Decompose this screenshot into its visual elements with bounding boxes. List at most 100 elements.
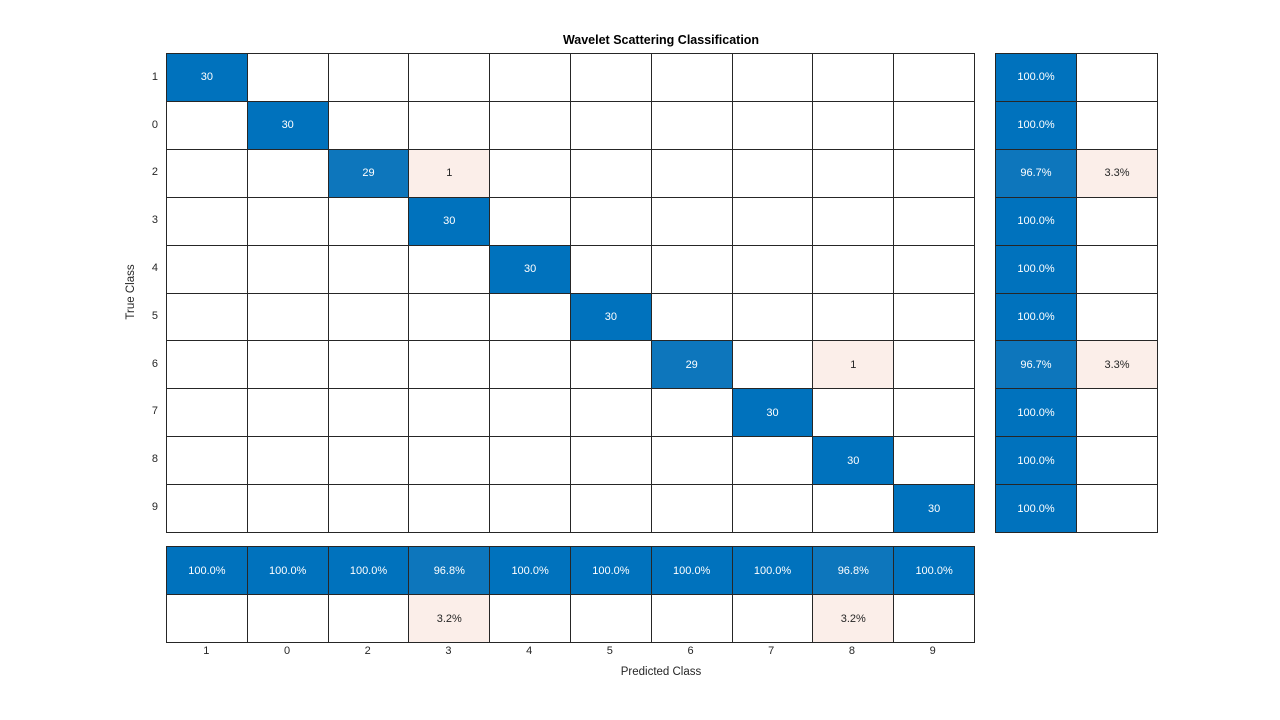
column-summary-cell: 100.0% xyxy=(490,547,570,594)
matrix-cell xyxy=(490,437,570,485)
matrix-cell xyxy=(732,101,813,149)
matrix-cell xyxy=(651,485,732,532)
matrix-cell xyxy=(571,389,651,437)
matrix-cell xyxy=(732,54,813,101)
matrix-cell xyxy=(247,149,328,197)
matrix-cell xyxy=(247,293,328,341)
matrix-cell xyxy=(490,54,570,101)
column-summary-cell xyxy=(328,595,409,642)
matrix-cell xyxy=(409,101,490,149)
y-tick-label: 2 xyxy=(151,166,158,179)
matrix-cell xyxy=(328,437,409,485)
column-summary-cell: 100.0% xyxy=(328,547,409,594)
matrix-cell xyxy=(894,149,974,197)
matrix-cell xyxy=(167,149,247,197)
y-tick-label: 5 xyxy=(151,309,158,322)
matrix-cell: 1 xyxy=(813,341,894,389)
row-summary-cell xyxy=(1077,293,1157,341)
matrix-cell xyxy=(813,149,894,197)
column-summary-cell xyxy=(651,595,732,642)
matrix-cell xyxy=(490,197,570,245)
matrix-cell xyxy=(247,197,328,245)
y-tick-labels: 1 0 2 3 4 5 6 7 8 9 xyxy=(100,53,158,531)
x-tick-label: 4 xyxy=(526,645,533,657)
matrix-cell xyxy=(328,245,409,293)
matrix-cell: 29 xyxy=(328,149,409,197)
matrix-cell xyxy=(167,245,247,293)
matrix-cell xyxy=(651,389,732,437)
row-normalized-summary: 100.0% 100.0% 96.7% 3.3% 100.0% 100.0% 100.0% 9… xyxy=(995,53,1158,533)
matrix-cell xyxy=(894,101,974,149)
matrix-cell xyxy=(571,197,651,245)
row-summary-cell: 100.0% xyxy=(996,389,1076,437)
matrix-cell xyxy=(247,54,328,101)
matrix-cell xyxy=(328,293,409,341)
matrix-cell xyxy=(328,101,409,149)
x-tick-label: 6 xyxy=(687,645,694,657)
column-summary-cell xyxy=(490,595,570,642)
row-summary-cell: 100.0% xyxy=(996,485,1076,532)
matrix-cell xyxy=(651,149,732,197)
matrix-cell: 30 xyxy=(167,54,247,101)
matrix-cell xyxy=(813,293,894,341)
matrix-cell xyxy=(732,437,813,485)
matrix-cell xyxy=(894,389,974,437)
matrix-cell xyxy=(651,437,732,485)
chart-title: Wavelet Scattering Classification xyxy=(562,33,760,47)
matrix-cell xyxy=(894,245,974,293)
x-axis-label: Predicted Class xyxy=(620,666,702,678)
matrix-cell xyxy=(328,341,409,389)
matrix-cell xyxy=(894,293,974,341)
matrix-cell xyxy=(247,389,328,437)
matrix-cell xyxy=(813,54,894,101)
matrix-cell: 30 xyxy=(409,197,490,245)
column-summary-cell: 3.2% xyxy=(813,595,894,642)
matrix-cell xyxy=(247,245,328,293)
row-summary-cell xyxy=(1077,54,1157,101)
matrix-cell: 30 xyxy=(732,389,813,437)
matrix-cell xyxy=(651,293,732,341)
matrix-cell xyxy=(571,245,651,293)
matrix-cell xyxy=(571,101,651,149)
matrix-cell xyxy=(732,341,813,389)
x-tick-label: 3 xyxy=(445,645,452,657)
x-tick-label: 5 xyxy=(606,645,613,657)
column-summary-cell: 100.0% xyxy=(247,547,328,594)
row-summary-cell: 100.0% xyxy=(996,54,1076,101)
matrix-cell xyxy=(167,437,247,485)
matrix-cell xyxy=(651,101,732,149)
y-tick-label: 4 xyxy=(151,262,158,275)
column-summary-cell: 3.2% xyxy=(409,595,490,642)
matrix-cell xyxy=(651,54,732,101)
matrix-cell xyxy=(167,389,247,437)
column-summary-cell: 100.0% xyxy=(167,547,247,594)
matrix-cell xyxy=(894,54,974,101)
matrix-cell xyxy=(409,437,490,485)
row-summary-cell: 100.0% xyxy=(996,101,1076,149)
matrix-cell xyxy=(732,197,813,245)
matrix-cell: 30 xyxy=(490,245,570,293)
column-summary-cell: 96.8% xyxy=(409,547,490,594)
column-summary-cell xyxy=(732,595,813,642)
row-summary-cell xyxy=(1077,437,1157,485)
matrix-cell xyxy=(247,437,328,485)
matrix-cell xyxy=(328,197,409,245)
matrix-cell xyxy=(490,389,570,437)
matrix-cell xyxy=(167,341,247,389)
row-summary-cell: 100.0% xyxy=(996,245,1076,293)
y-tick-label: 8 xyxy=(151,453,158,466)
matrix-cell xyxy=(732,245,813,293)
row-summary-cell xyxy=(1077,389,1157,437)
row-summary-cell xyxy=(1077,197,1157,245)
row-summary-cell xyxy=(1077,485,1157,532)
column-summary-cell: 100.0% xyxy=(571,547,651,594)
column-normalized-summary: 100.0% 100.0% 100.0% 96.8% 100.0% 100.0% 100.0… xyxy=(166,546,975,643)
matrix-cell xyxy=(813,197,894,245)
matrix-cell: 1 xyxy=(409,149,490,197)
row-summary-cell: 100.0% xyxy=(996,293,1076,341)
y-axis-label: True Class xyxy=(125,264,137,320)
matrix-cell xyxy=(247,485,328,532)
column-summary-cell: 100.0% xyxy=(651,547,732,594)
matrix-cell xyxy=(167,101,247,149)
